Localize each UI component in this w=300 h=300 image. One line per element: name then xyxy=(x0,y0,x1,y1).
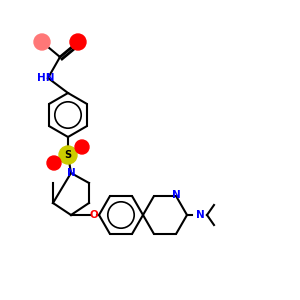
Circle shape xyxy=(75,140,89,154)
Text: N: N xyxy=(67,168,75,178)
Text: S: S xyxy=(64,150,72,160)
Text: O: O xyxy=(90,210,98,220)
Circle shape xyxy=(59,146,77,164)
Circle shape xyxy=(47,156,61,170)
Text: N: N xyxy=(172,190,180,200)
Text: N: N xyxy=(196,210,204,220)
Text: HN: HN xyxy=(37,73,55,83)
Circle shape xyxy=(34,34,50,50)
Circle shape xyxy=(70,34,86,50)
